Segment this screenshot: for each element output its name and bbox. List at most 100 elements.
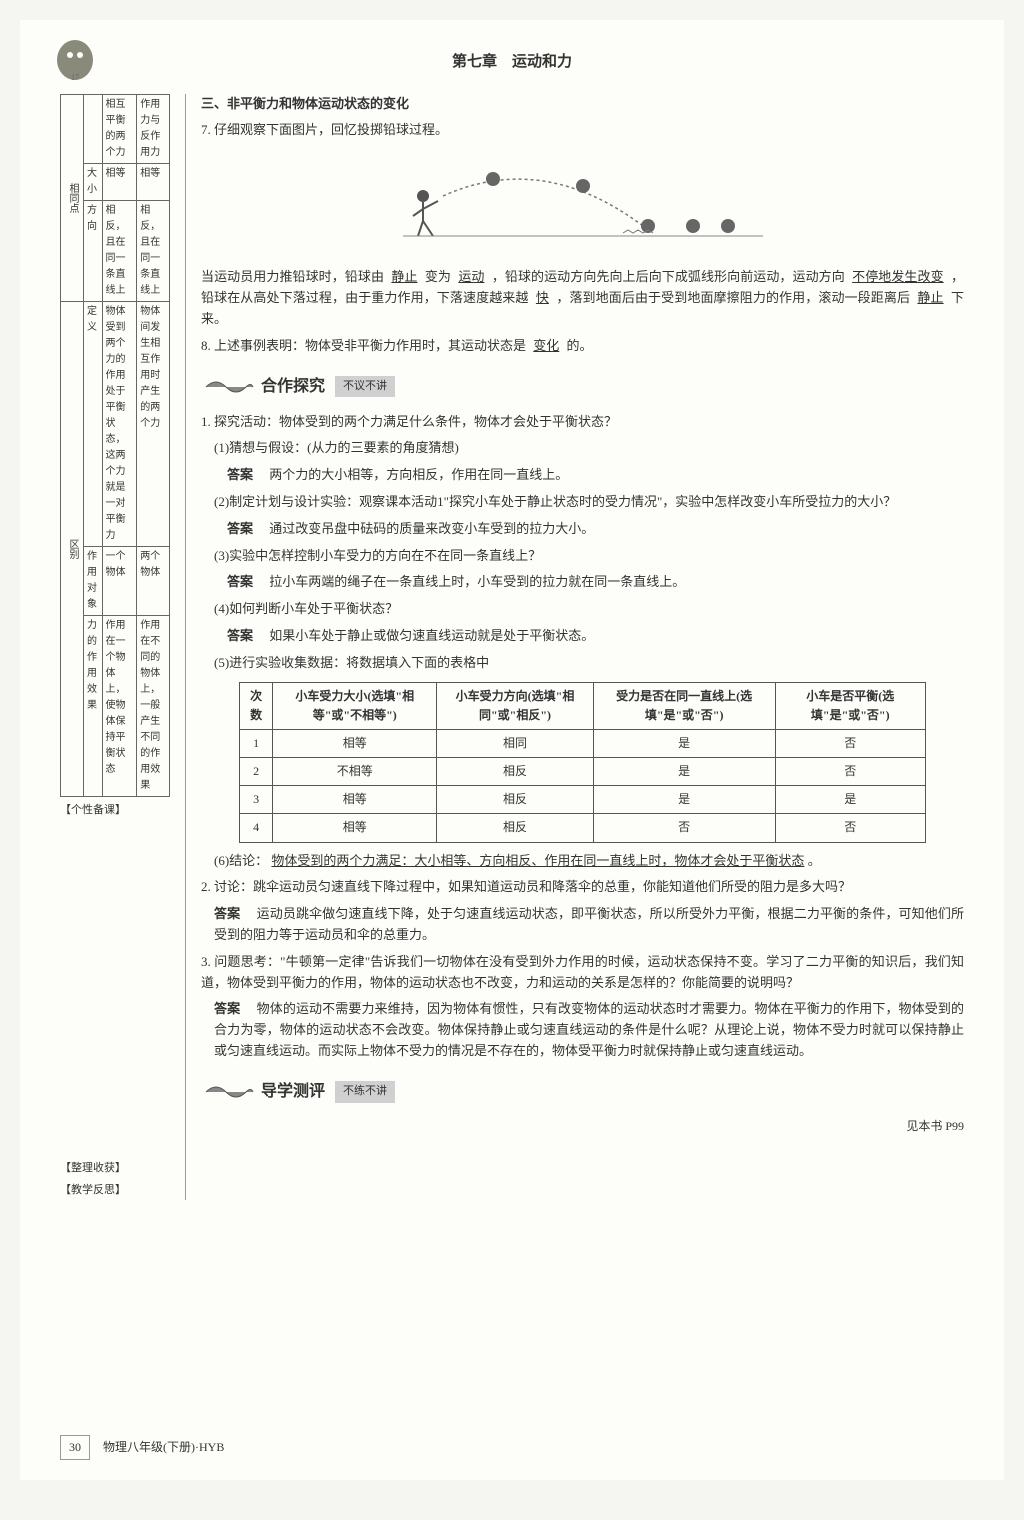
blank: 运动 — [454, 269, 488, 284]
chapter-title: 第七章 运动和力 — [60, 50, 964, 74]
text: 当运动员用力推铅球时，铅球由 — [201, 269, 384, 284]
text: (6)结论： — [214, 853, 268, 868]
cell: 相等 — [273, 786, 437, 814]
cell: 4 — [240, 814, 273, 842]
side-note-personal: 【个性备课】 — [60, 802, 170, 820]
page-number: 30 — [60, 1435, 90, 1460]
section-3-title: 三、非平衡力和物体运动状态的变化 — [201, 94, 964, 115]
table-row: 2不相等相反是否 — [240, 758, 926, 786]
group-same: 相同点 — [61, 95, 84, 302]
cell: 相反，且在同一条直线上 — [137, 201, 170, 302]
cell: 否 — [775, 729, 925, 757]
cell: 相同 — [437, 729, 593, 757]
conclusion-blank: 物体受到的两个力满足：大小相等、方向相反、作用在同一直线上时，物体才会处于平衡状… — [271, 853, 804, 868]
ans-text: 通过改变吊盘中砝码的质量来改变小车受到的拉力大小。 — [269, 521, 594, 536]
cell: 物体受到两个力的作用处于平衡状态，这两个力就是一对平衡力 — [102, 302, 137, 547]
cell: 是 — [593, 786, 775, 814]
comparison-table: 相同点 相互平衡的两个力 作用力与反作用力 大小 相等 相等 方向 相反，且在同… — [60, 94, 170, 797]
cell: 力的作用效果 — [84, 616, 103, 797]
cell: 物体间发生相互作用时产生的两个力 — [137, 302, 170, 547]
cell: 相等 — [137, 164, 170, 201]
side-note-reflection: 【教学反思】 — [60, 1182, 170, 1200]
book-info: 物理八年级(下册)·HYB — [103, 1440, 224, 1454]
q8: 8. 上述事例表明：物体受非平衡力作用时，其运动状态是 变化 的。 — [201, 336, 964, 357]
ans-label: 答案 — [227, 467, 253, 482]
step4: (4)如何判断小车处于平衡状态？ — [201, 599, 964, 620]
q7-body: 当运动员用力推铅球时，铅球由 静止 变为 运动 ，铅球的运动方向先向上后向下成弧… — [201, 267, 964, 329]
q7-intro: 7. 仔细观察下面图片，回忆投掷铅球过程。 — [201, 120, 964, 141]
step1: (1)猜想与假设：(从力的三要素的角度猜想) — [201, 438, 964, 459]
ans4: 答案 如果小车处于静止或做匀速直线运动就是处于平衡状态。 — [201, 626, 964, 647]
svg-text:17: 17 — [71, 73, 79, 82]
cell: 2 — [240, 758, 273, 786]
blank: 静止 — [913, 290, 947, 305]
cell: 相反 — [437, 758, 593, 786]
activity3-ans: 答案 物体的运动不需要力来维持，因为物体有惯性，只有改变物体的运动状态时才需要力… — [201, 999, 964, 1061]
ans-text: 运动员跳伞做匀速直线下降，处于匀速直线运动状态，即平衡状态，所以所受外力平衡，根… — [214, 906, 964, 942]
cell: 是 — [593, 758, 775, 786]
banner-title: 合作探究 — [261, 374, 325, 400]
text: ，铅球的运动方向先向上后向下成弧线形向前运动，运动方向 — [492, 269, 845, 284]
cell: 相反，且在同一条直线上 — [102, 201, 137, 302]
activity3-intro: 3. 问题思考："牛顿第一定律"告诉我们一切物体在没有受到外力作用的时候，运动状… — [201, 952, 964, 994]
table-row: 1相等相同是否 — [240, 729, 926, 757]
flame-icon — [201, 372, 256, 402]
ans-text: 两个力的大小相等，方向相反，作用在同一直线上。 — [269, 467, 568, 482]
sidebar: 相同点 相互平衡的两个力 作用力与反作用力 大小 相等 相等 方向 相反，且在同… — [60, 94, 170, 1200]
ans1: 答案 两个力的大小相等，方向相反，作用在同一直线上。 — [201, 465, 964, 486]
ans-text: 物体的运动不需要力来维持，因为物体有惯性，只有改变物体的运动状态时才需要力。物体… — [214, 1001, 964, 1058]
step2: (2)制定计划与设计实验：观察课本活动1"探究小车处于静止状态时的受力情况"，实… — [201, 492, 964, 513]
cell: 作用力与反作用力 — [137, 95, 170, 164]
ans-label: 答案 — [227, 574, 253, 589]
cell: 大小 — [84, 164, 103, 201]
group-diff: 区别 — [61, 302, 84, 797]
table-row: 3相等相反是是 — [240, 786, 926, 814]
cell: 不相等 — [273, 758, 437, 786]
ans2: 答案 通过改变吊盘中砝码的质量来改变小车受到的拉力大小。 — [201, 519, 964, 540]
cell: 3 — [240, 786, 273, 814]
cell: 否 — [593, 814, 775, 842]
cell: 相互平衡的两个力 — [102, 95, 137, 164]
text: 变为 — [425, 269, 451, 284]
blank: 变化 — [529, 338, 563, 353]
cell: 定义 — [84, 302, 103, 547]
text: 的。 — [567, 338, 593, 353]
th: 受力是否在同一直线上(选填"是"或"否") — [593, 682, 775, 729]
step3: (3)实验中怎样控制小车受力的方向在不在同一条直线上？ — [201, 546, 964, 567]
page-footer: 30 物理八年级(下册)·HYB — [60, 1435, 224, 1460]
cell: 相等 — [273, 729, 437, 757]
activity2-intro: 2. 讨论：跳伞运动员匀速直线下降过程中，如果知道运动员和降落伞的总重，你能知道… — [201, 877, 964, 898]
cell: 作用对象 — [84, 547, 103, 616]
cell: 作用在不同的物体上，一般产生不同的作用效果 — [137, 616, 170, 797]
blank: 静止 — [387, 269, 421, 284]
ans-label: 答案 — [214, 906, 240, 921]
ans-label: 答案 — [214, 1001, 240, 1016]
cell — [84, 95, 103, 164]
step5: (5)进行实验收集数据：将数据填入下面的表格中 — [201, 653, 964, 674]
activity1-intro: 1. 探究活动：物体受到的两个力满足什么条件，物体才会处于平衡状态？ — [201, 412, 964, 433]
cell: 相等 — [102, 164, 137, 201]
text: 。 — [808, 853, 821, 868]
th: 次数 — [240, 682, 273, 729]
banner-title: 导学测评 — [261, 1079, 325, 1105]
ans-label: 答案 — [227, 628, 253, 643]
th: 小车受力方向(选填"相同"或"相反") — [437, 682, 593, 729]
cell: 两个物体 — [137, 547, 170, 616]
side-note-summary: 【整理收获】 — [60, 1160, 170, 1178]
th: 小车是否平衡(选填"是"或"否") — [775, 682, 925, 729]
step6: (6)结论： 物体受到的两个力满足：大小相等、方向相反、作用在同一直线上时，物体… — [201, 851, 964, 872]
cell: 相等 — [273, 814, 437, 842]
text: ，落到地面后由于受到地面摩擦阻力的作用，滚动一段距离后 — [556, 290, 910, 305]
ans-text: 如果小车处于静止或做匀速直线运动就是处于平衡状态。 — [269, 628, 594, 643]
cell: 相反 — [437, 786, 593, 814]
text: 8. 上述事例表明：物体受非平衡力作用时，其运动状态是 — [201, 338, 526, 353]
cell: 方向 — [84, 201, 103, 302]
cell: 是 — [775, 786, 925, 814]
cell: 否 — [775, 758, 925, 786]
banner-collaborate: 合作探究 不议不讲 — [201, 372, 964, 402]
cell: 1 — [240, 729, 273, 757]
cell: 一个物体 — [102, 547, 137, 616]
cell: 相反 — [437, 814, 593, 842]
main-content: 三、非平衡力和物体运动状态的变化 7. 仔细观察下面图片，回忆投掷铅球过程。 — [185, 94, 964, 1200]
ans-text: 拉小车两端的绳子在一条直线上时，小车受到的拉力就在同一条直线上。 — [269, 574, 685, 589]
